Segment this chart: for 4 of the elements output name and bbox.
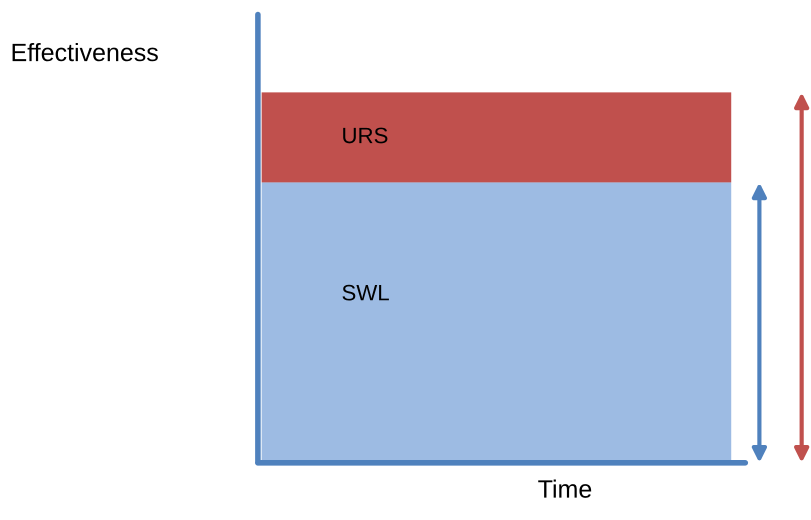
series-label: SWL bbox=[342, 284, 389, 301]
y-axis-title: Effectiveness bbox=[12, 42, 158, 62]
x-axis-title: Time bbox=[538, 479, 592, 498]
series-label: URS bbox=[343, 128, 388, 144]
